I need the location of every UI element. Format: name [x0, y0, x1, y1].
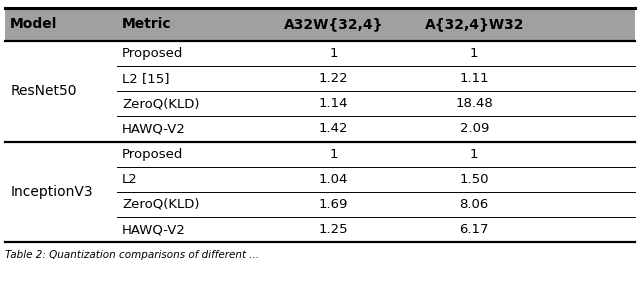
Text: ResNet50: ResNet50: [10, 84, 77, 98]
Bar: [5, 217, 635, 242]
Text: HAWQ-V2: HAWQ-V2: [122, 122, 186, 135]
Text: Model: Model: [10, 17, 58, 31]
Text: ZeroQ(KLD): ZeroQ(KLD): [122, 97, 200, 110]
Text: 18.48: 18.48: [456, 97, 493, 110]
Text: 1: 1: [470, 47, 479, 60]
Text: 1.42: 1.42: [319, 122, 348, 135]
Bar: [5, 116, 635, 142]
Text: Metric: Metric: [122, 17, 172, 31]
Text: 6.17: 6.17: [460, 223, 489, 236]
Text: Table 2: Quantization comparisons of different ...: Table 2: Quantization comparisons of dif…: [5, 250, 259, 260]
Text: 1.25: 1.25: [319, 223, 348, 236]
Text: 1.11: 1.11: [460, 72, 489, 85]
Text: ZeroQ(KLD): ZeroQ(KLD): [122, 198, 200, 211]
Text: L2: L2: [122, 173, 138, 186]
Bar: [5, 91, 635, 116]
Text: 1.14: 1.14: [319, 97, 348, 110]
Bar: [5, 167, 635, 192]
Text: 1.04: 1.04: [319, 173, 348, 186]
Text: 1.50: 1.50: [460, 173, 489, 186]
Bar: [5, 66, 635, 91]
Text: 8.06: 8.06: [460, 198, 489, 211]
Bar: [5, 192, 635, 217]
Text: HAWQ-V2: HAWQ-V2: [122, 223, 186, 236]
Text: 1: 1: [329, 47, 338, 60]
Text: A32W{32,4}: A32W{32,4}: [284, 17, 383, 31]
Text: InceptionV3: InceptionV3: [10, 185, 93, 199]
Text: 2.09: 2.09: [460, 122, 489, 135]
Text: A{32,4}W32: A{32,4}W32: [424, 17, 524, 31]
Bar: [5, 8, 635, 41]
Text: 1: 1: [329, 148, 338, 161]
Bar: [5, 142, 635, 167]
Text: L2 [15]: L2 [15]: [122, 72, 170, 85]
Text: Proposed: Proposed: [122, 148, 184, 161]
Text: Proposed: Proposed: [122, 47, 184, 60]
Text: 1.22: 1.22: [319, 72, 348, 85]
Text: 1.69: 1.69: [319, 198, 348, 211]
Text: 1: 1: [470, 148, 479, 161]
Bar: [5, 41, 635, 66]
